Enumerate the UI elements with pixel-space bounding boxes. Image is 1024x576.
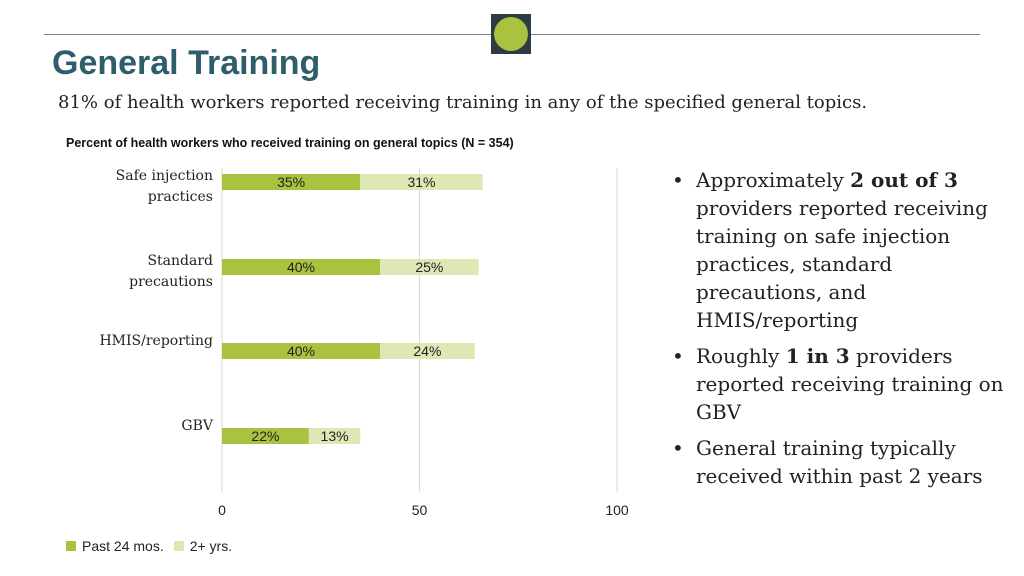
finding-item: • Roughly 1 in 3 providers reported recei… [672, 342, 1012, 426]
finding-text: providers reported receiving training on… [696, 196, 988, 332]
legend-label-past-24: Past 24 mos. [82, 538, 164, 554]
bullet-dot-icon: • [672, 168, 684, 192]
finding-text: Roughly [696, 344, 786, 368]
x-tick-label: 100 [605, 502, 629, 518]
bar-segment [360, 174, 483, 190]
category-label: Standard [147, 253, 213, 269]
legend-item-older: 2+ yrs. [173, 538, 233, 554]
bar-segment [222, 343, 380, 359]
bar-segment [308, 428, 361, 444]
bar-data-label: 35% [277, 174, 305, 190]
finding-item: • Approximately 2 out of 3 providers repo… [672, 166, 1012, 334]
category-label: GBV [181, 418, 213, 434]
chart-legend: Past 24 mos. 2+ yrs. [66, 538, 242, 554]
bullet-dot-icon: • [672, 344, 684, 368]
bar-data-label: 22% [251, 428, 279, 444]
legend-item-past-24: Past 24 mos. [66, 538, 164, 554]
bar-data-label: 31% [407, 174, 435, 190]
category-label: Safe injection [116, 168, 213, 184]
bar-segment [380, 343, 475, 359]
finding-text: General training typically received with… [696, 436, 983, 488]
bar-segment [222, 428, 309, 444]
bar-segment [222, 174, 361, 190]
category-label: practices [148, 189, 213, 205]
bar-data-label: 25% [415, 259, 443, 275]
bar-segment [222, 259, 380, 275]
bar-data-label: 24% [413, 343, 441, 359]
finding-highlight: 2 out of 3 [850, 168, 958, 192]
bar-data-label: 40% [287, 259, 315, 275]
finding-text: providers reported receiving training on… [696, 344, 1004, 424]
legend-label-older: 2+ yrs. [189, 538, 233, 554]
finding-item: • General training typically received wit… [672, 434, 1012, 490]
x-tick-label: 50 [412, 502, 428, 518]
slide-subtitle: 81% of health workers reported receiving… [58, 92, 868, 113]
legend-swatch-past-24 [66, 541, 76, 551]
slide-title: General Training [52, 44, 321, 82]
x-tick-label: 0 [218, 502, 226, 518]
key-findings-list: • Approximately 2 out of 3 providers repo… [672, 166, 1012, 498]
bar-data-label: 13% [321, 428, 349, 444]
finding-highlight: 1 in 3 [785, 344, 850, 368]
chart-title: Percent of health workers who received t… [66, 136, 514, 150]
bar-data-label: 40% [287, 343, 315, 359]
bar-segment [380, 259, 479, 275]
green-circle-logo-icon [494, 17, 528, 51]
bullet-dot-icon: • [672, 436, 684, 460]
legend-swatch-older [173, 541, 184, 551]
bar-chart: 0 50 100 Safe injection practices Standard pre… [99, 168, 629, 518]
category-label: HMIS/reporting [99, 333, 213, 349]
category-label: precautions [129, 274, 213, 290]
finding-text: Approximately [696, 168, 851, 192]
